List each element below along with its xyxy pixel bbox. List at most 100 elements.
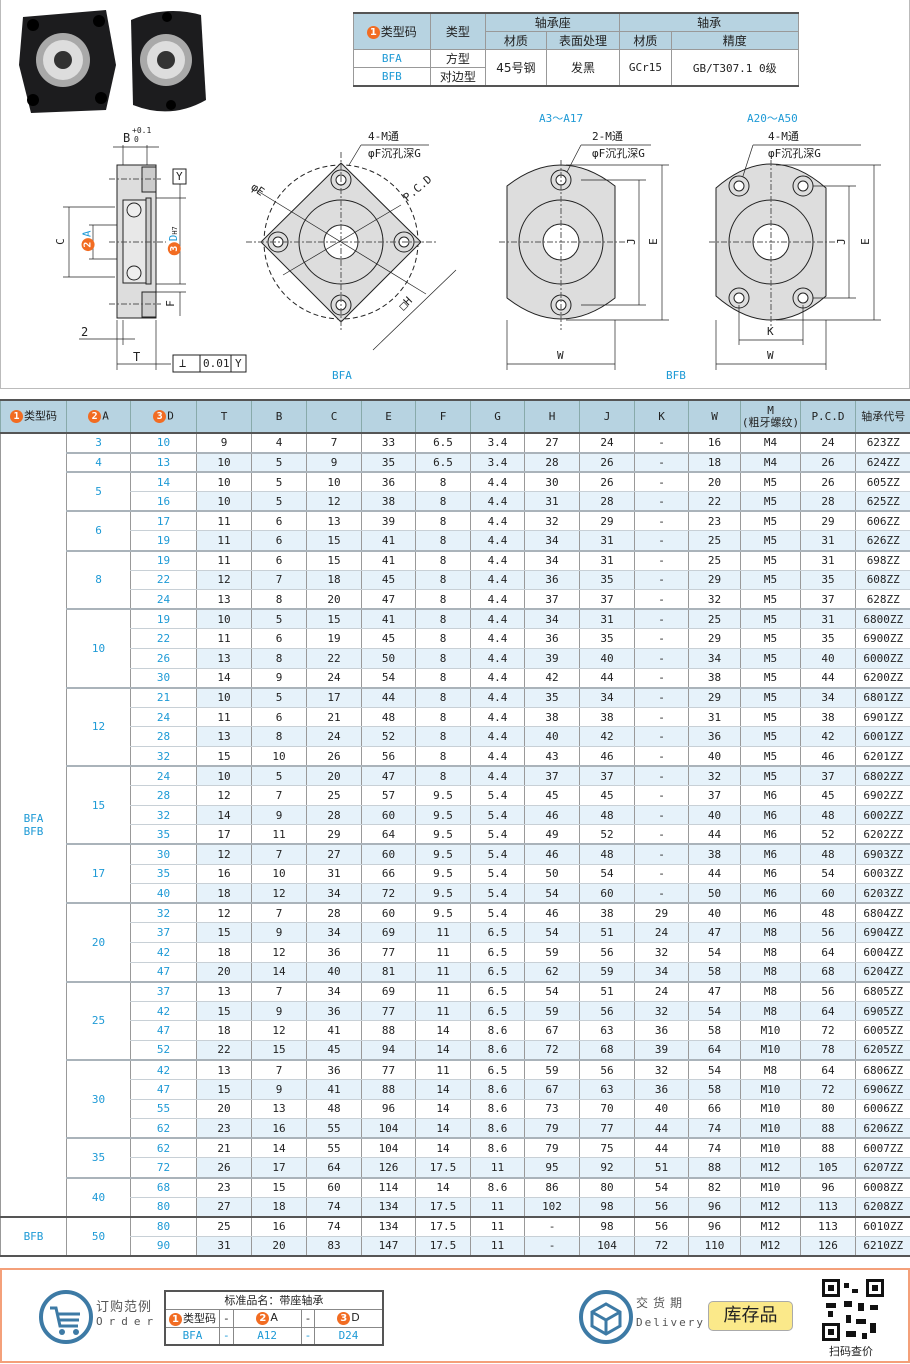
- bearing-code-cell: 6207ZZ: [855, 1157, 910, 1179]
- bfb-caption: BFB: [666, 369, 686, 382]
- b-cell: 10: [251, 864, 307, 885]
- pcd-cell: 45: [800, 785, 856, 806]
- a-cell: 10: [66, 608, 131, 688]
- h-cell: 46: [524, 902, 580, 924]
- pcd-cell: 68: [800, 962, 856, 983]
- k-cell: 36: [634, 1020, 689, 1041]
- pcd-cell: 35: [800, 570, 856, 591]
- c-cell: 24: [306, 726, 362, 747]
- order-h-a-label: A: [270, 1311, 278, 1325]
- pcd-cell: 48: [800, 843, 856, 865]
- e-cell: 38: [361, 491, 416, 512]
- f-cell: 14: [415, 1176, 471, 1198]
- table-row: 4 13 10 5 9 35 6.5 3.4 28 26-18 M4 26 624ZZ: [1, 451, 910, 473]
- e-cell: 114: [361, 1176, 416, 1198]
- e-cell: 77: [361, 1001, 416, 1022]
- w-cell: 32: [688, 589, 741, 610]
- t-cell: 25: [196, 1215, 252, 1237]
- dim-b-tol-plus: +0.1: [132, 126, 152, 135]
- h-cell: 73: [524, 1099, 580, 1120]
- t-cell: 13: [196, 648, 252, 669]
- a-cell: 4: [66, 451, 131, 473]
- j-cell: 44: [579, 668, 635, 689]
- h-cell: 28: [524, 451, 580, 473]
- h-cell: 36: [524, 628, 580, 650]
- e-cell: 66: [361, 864, 416, 885]
- type-code-header: 1 类型码: [353, 12, 431, 50]
- j-cell: 38: [579, 707, 635, 728]
- housing-material: 45号钢: [485, 49, 547, 87]
- k-cell: -: [634, 589, 689, 610]
- bearing-material: GCr15: [619, 49, 672, 87]
- h-cell: 42: [524, 668, 580, 689]
- table-row: 40 68 23 15 60 114 14 8.6 86 80 54 82 M10 96 6008ZZ: [1, 1176, 910, 1217]
- e-cell: 64: [361, 824, 416, 845]
- bearing-code-cell: 6806ZZ: [855, 1059, 910, 1081]
- e-cell: 96: [361, 1099, 416, 1120]
- g-cell: 5.4: [470, 805, 525, 826]
- c-cell: 64: [306, 1157, 362, 1179]
- h-cell: 46: [524, 843, 580, 865]
- m-cell: M10: [740, 1020, 801, 1041]
- pcd-cell: 26: [800, 451, 856, 473]
- header-h: H: [524, 399, 580, 434]
- a-cell: 3: [66, 433, 131, 453]
- a-cell: 20: [66, 902, 131, 982]
- t-cell: 12: [196, 785, 252, 806]
- k-cell: 51: [634, 1157, 689, 1179]
- w-cell: 37: [688, 785, 741, 806]
- b-cell: 9: [251, 668, 307, 689]
- w-cell: 25: [688, 608, 741, 630]
- d-cell: 40: [130, 883, 197, 904]
- f-cell: 8: [415, 570, 471, 591]
- cart-icon: [39, 1290, 93, 1344]
- f-cell: 8: [415, 589, 471, 610]
- f-cell: 9.5: [415, 805, 471, 826]
- b-cell: 14: [251, 962, 307, 983]
- h-cell: 50: [524, 864, 580, 885]
- b-cell: 16: [251, 1215, 307, 1237]
- m-cell: M5: [740, 530, 801, 552]
- a-cell: 25: [66, 980, 131, 1060]
- k-cell: 44: [634, 1137, 689, 1159]
- e-cell: 47: [361, 765, 416, 787]
- j-cell: 56: [579, 1059, 635, 1081]
- table-row: 5 14 10 5 10 36 8 4.4 30 26-20 M5 26 605ZZ: [1, 471, 910, 512]
- w-cell: 36: [688, 726, 741, 747]
- order-en: Order: [96, 1315, 160, 1328]
- material-header: 材质: [485, 31, 547, 50]
- w-cell: 25: [688, 549, 741, 571]
- number-badge: 2: [88, 410, 102, 423]
- k-cell: -: [634, 864, 689, 885]
- k-cell: 24: [634, 922, 689, 943]
- e-cell: 44: [361, 686, 416, 708]
- qr-code-icon[interactable]: [822, 1279, 884, 1341]
- d-cell: 26: [130, 648, 197, 669]
- header-label: D: [167, 409, 174, 423]
- c-cell: 45: [306, 1040, 362, 1061]
- b-cell: 6: [251, 510, 307, 532]
- table-row: 10 19 10 5 15 41 8 4.4 34 31-25 M5 31 6800ZZ: [1, 608, 910, 688]
- j-cell: 68: [579, 1040, 635, 1061]
- type-code-label: 类型码: [380, 25, 417, 39]
- d-cell: 17: [130, 510, 197, 532]
- k-cell: -: [634, 746, 689, 767]
- table-row: 62 23 16 55 104 14 8.6 79 77 44 74 M10 88 6206ZZ: [1, 1118, 910, 1139]
- f-cell: 8: [415, 726, 471, 747]
- bearing-code-cell: 628ZZ: [855, 589, 910, 610]
- header-label: G: [494, 409, 501, 423]
- k-cell: -: [634, 471, 689, 493]
- table-row: 42 18 12 36 77 11 6.5 59 56 32 54 M8 64 6004ZZ: [1, 942, 910, 963]
- dim-f: F: [163, 300, 177, 307]
- tolerance-frame: [172, 168, 247, 373]
- bfa-counterbore: φF沉孔深G: [368, 147, 421, 160]
- precision-header: 精度: [670, 31, 800, 50]
- c-cell: 60: [306, 1176, 362, 1198]
- b-cell: 14: [251, 1137, 307, 1159]
- t-cell: 11: [196, 628, 252, 650]
- b-cell: 12: [251, 883, 307, 904]
- a-cell: 35: [66, 1137, 131, 1178]
- c-cell: 17: [306, 686, 362, 708]
